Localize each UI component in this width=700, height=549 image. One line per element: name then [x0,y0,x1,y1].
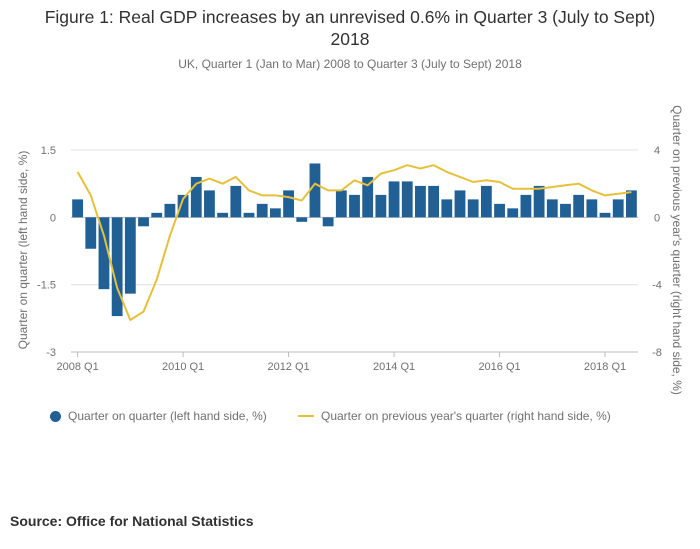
x-tick-label: 2012 Q1 [267,361,309,373]
bar [190,176,202,218]
bar [85,217,97,249]
legend-item-line[interactable]: Quarter on previous year's quarter (righ… [298,409,611,423]
y-right-tick-label: 0 [654,212,660,224]
bar [296,217,308,222]
y-right-tick-label: 4 [654,145,660,157]
bar [546,199,558,218]
bar [375,194,387,218]
bar [560,203,571,218]
bar [72,199,83,218]
x-tick-label: 2014 Q1 [373,361,415,373]
bar [454,190,466,218]
x-tick-label: 2016 Q1 [478,361,520,373]
y-left-tick-label: 1.5 [41,145,56,157]
bar-series [72,163,637,317]
x-tick-label: 2010 Q1 [162,361,204,373]
y-right-tick-label: -8 [652,347,662,359]
x-axis: 2008 Q1 2010 Q1 2012 Q1 2014 Q1 2016 Q1 2018 … [56,351,638,373]
bar [335,190,347,218]
y-axis-right-title: Quarter on previous year's quarter (righ… [670,105,684,395]
bar [480,185,492,218]
bar [309,163,321,218]
y-axis-left-title: Quarter on quarter (left hand side, %) [16,151,30,350]
y-left-tick-label: -3 [46,347,56,359]
legend-item-bars[interactable]: Quarter on quarter (left hand side, %) [50,409,267,423]
line-series [76,164,632,321]
legend-line-label: Quarter on previous year's quarter (righ… [321,409,611,423]
bar [177,194,189,218]
bar [467,199,479,218]
bar [520,194,532,218]
bar [401,181,413,218]
bar [124,217,136,294]
x-tick-label: 2008 Q1 [56,361,98,373]
bar [441,199,453,218]
bar [494,203,505,218]
bar [362,176,374,218]
bar [151,212,163,218]
bar [230,185,242,218]
bar [388,181,400,218]
y-axis-right: 4 0 -4 -8 [652,145,662,359]
chart-title: Figure 1: Real GDP increases by an unrev… [44,7,656,49]
bar [256,203,268,218]
legend-line-swatch [298,415,314,417]
bar [573,194,585,218]
bar [586,199,598,218]
bar [138,217,149,227]
y-left-tick-label: -1.5 [37,280,56,292]
bar [283,190,294,218]
bar [204,190,215,218]
bar [428,185,440,218]
bar [98,217,110,290]
bar [217,212,229,218]
y-axis-left: 1.5 0 -1.5 -3 [37,145,56,359]
bar [164,203,176,218]
y-left-tick-label: 0 [50,212,56,224]
legend-bar-swatch [50,410,61,422]
bar [612,199,624,218]
bar [111,217,123,317]
bar [415,185,426,218]
bar [349,194,360,218]
bar [243,212,255,218]
source-note: Source: Office for National Statistics [10,513,254,529]
bar [269,208,281,218]
legend-bar-label: Quarter on quarter (left hand side, %) [68,409,267,423]
x-tick-label: 2018 Q1 [584,361,626,373]
bar [322,217,334,227]
y-right-tick-label: -4 [652,280,662,292]
bar [599,212,611,218]
line-path [76,164,632,321]
chart-subtitle: UK, Quarter 1 (Jan to Mar) 2008 to Quart… [178,57,522,71]
bar [533,185,545,218]
bar [626,190,637,218]
bar [507,208,519,218]
